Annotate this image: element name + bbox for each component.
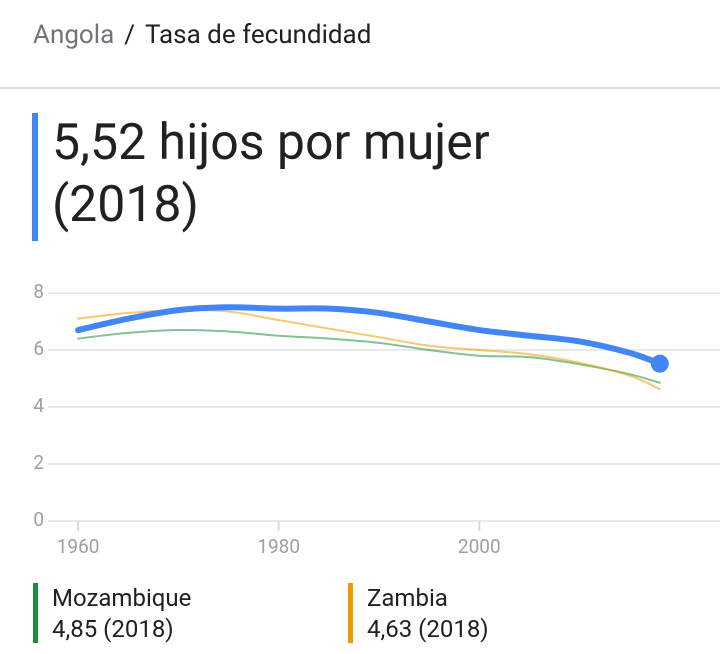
- legend-name: Zambia: [367, 584, 448, 612]
- x-tick-label: 1980: [257, 535, 300, 558]
- legend-swatch: [33, 583, 38, 643]
- latest-point: [650, 354, 669, 373]
- legend-entry[interactable]: Zambia 4,63 (2018): [348, 583, 489, 643]
- y-tick-label: 6: [33, 337, 44, 360]
- chart-title: 5,52 hijos por mujer (2018): [52, 114, 490, 234]
- y-tick-label: 0: [33, 508, 44, 531]
- y-tick-label: 8: [33, 280, 44, 303]
- series-line: [75, 304, 663, 367]
- breadcrumb: Angola / Tasa de fecundidad: [33, 20, 371, 50]
- x-tick-label: 1960: [57, 535, 100, 558]
- breadcrumb-separator: /: [124, 20, 135, 50]
- legend-entry[interactable]: Mozambique 4,85 (2018): [33, 583, 191, 643]
- x-tick-label: 2000: [458, 535, 501, 558]
- series-line: [77, 329, 661, 384]
- y-tick-label: 2: [33, 451, 44, 474]
- divider: [0, 87, 720, 89]
- breadcrumb-item[interactable]: Angola: [33, 20, 115, 50]
- title-accent: [32, 113, 38, 241]
- y-tick-label: 4: [33, 394, 44, 417]
- legend-name: Mozambique: [52, 584, 191, 612]
- legend-value: 4,63 (2018): [367, 615, 489, 643]
- breadcrumb-item: Tasa de fecundidad: [144, 20, 372, 50]
- legend-value: 4,85 (2018): [52, 615, 174, 643]
- legend-swatch: [348, 583, 353, 643]
